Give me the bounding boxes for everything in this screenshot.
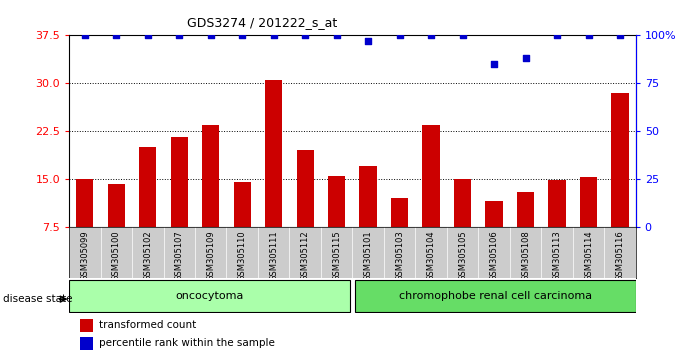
Bar [265, 80, 283, 274]
Text: percentile rank within the sample: percentile rank within the sample [99, 338, 274, 348]
Bar [485, 201, 503, 274]
Point [237, 33, 248, 38]
Bar [202, 125, 220, 274]
Point [205, 33, 216, 38]
Bar [234, 182, 251, 274]
Point [300, 33, 311, 38]
Text: GSM305116: GSM305116 [616, 230, 625, 281]
Point [520, 56, 531, 61]
Point [614, 33, 625, 38]
Text: GSM305107: GSM305107 [175, 230, 184, 281]
Point [426, 33, 437, 38]
Bar [549, 180, 566, 274]
FancyBboxPatch shape [69, 280, 350, 312]
FancyBboxPatch shape [355, 280, 636, 312]
Point [583, 33, 594, 38]
Text: GSM305113: GSM305113 [553, 230, 562, 281]
Point [79, 33, 91, 38]
Text: GSM305101: GSM305101 [363, 230, 372, 281]
Bar [296, 150, 314, 274]
Text: GSM305115: GSM305115 [332, 230, 341, 281]
Text: GSM305111: GSM305111 [269, 230, 278, 281]
Text: GSM305112: GSM305112 [301, 230, 310, 281]
Point [394, 33, 405, 38]
Point [268, 33, 279, 38]
Text: GSM305102: GSM305102 [143, 230, 152, 281]
Text: disease state: disease state [3, 294, 73, 304]
Bar [108, 184, 125, 274]
Text: GSM305108: GSM305108 [521, 230, 530, 281]
Text: GSM305099: GSM305099 [80, 230, 89, 281]
Text: GSM305100: GSM305100 [112, 230, 121, 281]
Point [551, 33, 562, 38]
Text: GSM305103: GSM305103 [395, 230, 404, 281]
Text: GSM305109: GSM305109 [206, 230, 216, 281]
Text: chromophobe renal cell carcinoma: chromophobe renal cell carcinoma [399, 291, 592, 301]
Text: GSM305104: GSM305104 [426, 230, 435, 281]
Text: GSM305110: GSM305110 [238, 230, 247, 281]
Bar [171, 137, 188, 274]
Bar [454, 179, 471, 274]
Text: oncocytoma: oncocytoma [175, 291, 243, 301]
Point [173, 33, 184, 38]
Bar [580, 177, 597, 274]
Bar [391, 198, 408, 274]
Bar [76, 179, 93, 274]
Text: transformed count: transformed count [99, 320, 196, 330]
Text: GDS3274 / 201222_s_at: GDS3274 / 201222_s_at [187, 16, 338, 29]
Point [363, 38, 374, 44]
Bar [139, 147, 156, 274]
Point [111, 33, 122, 38]
Point [489, 61, 500, 67]
Bar [612, 93, 629, 274]
Point [142, 33, 153, 38]
Bar [517, 192, 534, 274]
Text: GSM305114: GSM305114 [584, 230, 593, 281]
Point [457, 33, 468, 38]
Bar [422, 125, 439, 274]
Text: GSM305106: GSM305106 [489, 230, 499, 281]
Bar [80, 337, 93, 350]
Point [331, 33, 342, 38]
Text: GSM305105: GSM305105 [458, 230, 467, 281]
Bar [359, 166, 377, 274]
Bar [80, 319, 93, 332]
Bar [328, 176, 346, 274]
